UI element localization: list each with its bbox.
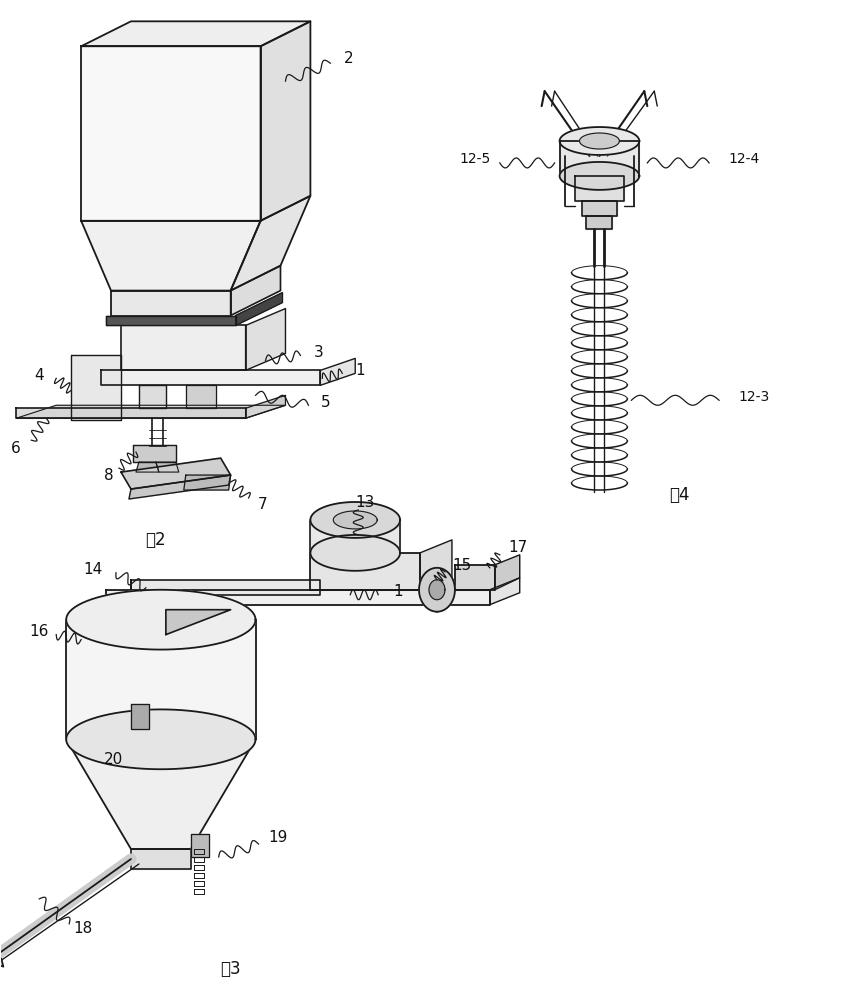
- Polygon shape: [66, 739, 255, 849]
- Text: 1: 1: [355, 363, 364, 378]
- Polygon shape: [231, 266, 280, 316]
- Polygon shape: [81, 46, 260, 221]
- Polygon shape: [310, 502, 400, 538]
- Text: 8: 8: [104, 468, 114, 483]
- Polygon shape: [559, 141, 639, 176]
- Text: 19: 19: [269, 830, 288, 845]
- Text: 12-3: 12-3: [738, 390, 769, 404]
- Text: 4: 4: [34, 368, 44, 383]
- Polygon shape: [81, 21, 310, 46]
- Text: 3: 3: [313, 345, 323, 360]
- Polygon shape: [574, 176, 623, 201]
- Polygon shape: [111, 291, 231, 316]
- Text: 18: 18: [73, 921, 93, 936]
- Text: 17: 17: [507, 540, 527, 555]
- Polygon shape: [310, 553, 419, 590]
- Polygon shape: [16, 405, 285, 418]
- Polygon shape: [131, 580, 320, 595]
- Text: 6: 6: [10, 441, 20, 456]
- Polygon shape: [183, 475, 231, 490]
- Text: 14: 14: [84, 562, 102, 577]
- Polygon shape: [245, 309, 285, 370]
- Polygon shape: [559, 162, 639, 190]
- Polygon shape: [186, 385, 215, 408]
- Polygon shape: [81, 221, 260, 291]
- Polygon shape: [121, 325, 245, 370]
- Polygon shape: [581, 201, 616, 216]
- Polygon shape: [429, 580, 444, 600]
- Text: 12-4: 12-4: [728, 152, 759, 166]
- Polygon shape: [66, 620, 255, 739]
- Polygon shape: [139, 385, 165, 408]
- Text: 15: 15: [452, 558, 471, 573]
- Text: 16: 16: [29, 624, 49, 639]
- Polygon shape: [165, 610, 231, 635]
- Text: 图2: 图2: [146, 531, 166, 549]
- Polygon shape: [231, 196, 310, 291]
- Polygon shape: [121, 458, 231, 489]
- Polygon shape: [455, 565, 494, 590]
- Text: 7: 7: [257, 497, 267, 512]
- Polygon shape: [320, 358, 355, 385]
- Polygon shape: [418, 568, 455, 612]
- Polygon shape: [190, 834, 208, 857]
- Text: 13: 13: [355, 495, 375, 510]
- Text: 图3: 图3: [220, 960, 241, 978]
- Polygon shape: [106, 316, 235, 325]
- Text: 5: 5: [320, 395, 330, 410]
- Polygon shape: [260, 21, 310, 221]
- Polygon shape: [494, 555, 519, 590]
- Text: 2: 2: [343, 51, 353, 66]
- Polygon shape: [131, 704, 149, 729]
- Polygon shape: [245, 395, 285, 418]
- Polygon shape: [66, 590, 255, 650]
- Text: 12-5: 12-5: [459, 152, 490, 166]
- Polygon shape: [136, 462, 158, 472]
- Polygon shape: [310, 535, 400, 571]
- Polygon shape: [101, 370, 320, 385]
- Text: 20: 20: [103, 752, 122, 767]
- Polygon shape: [585, 216, 611, 229]
- Polygon shape: [489, 578, 519, 605]
- Text: 1: 1: [393, 584, 402, 599]
- Text: 图4: 图4: [668, 486, 689, 504]
- Polygon shape: [419, 540, 451, 590]
- Polygon shape: [16, 408, 245, 418]
- Polygon shape: [0, 954, 3, 967]
- Polygon shape: [579, 133, 619, 149]
- Polygon shape: [156, 462, 178, 472]
- Polygon shape: [131, 849, 190, 869]
- Polygon shape: [71, 355, 121, 420]
- Polygon shape: [310, 520, 400, 553]
- Polygon shape: [559, 127, 639, 155]
- Polygon shape: [129, 475, 231, 499]
- Polygon shape: [106, 590, 489, 605]
- Polygon shape: [235, 293, 282, 325]
- Polygon shape: [333, 511, 377, 529]
- Polygon shape: [66, 709, 255, 769]
- Polygon shape: [133, 445, 176, 462]
